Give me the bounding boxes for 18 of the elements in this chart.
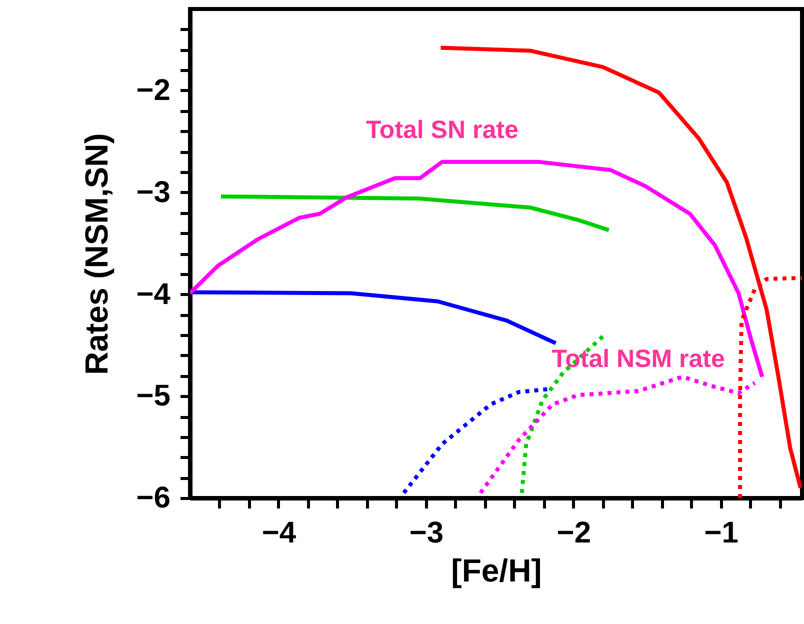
- series-label: Total NSM rate: [552, 345, 725, 374]
- x-axis-title: [Fe/H]: [451, 552, 542, 588]
- y-tick-label: −4: [136, 278, 171, 311]
- line-series: [190, 160, 764, 379]
- line-series: [478, 374, 757, 495]
- y-tick-label: −5: [136, 380, 170, 413]
- line-series: [520, 333, 606, 495]
- line-series: [190, 290, 558, 346]
- line-series: [218, 194, 611, 232]
- x-tick-label: −2: [556, 516, 592, 550]
- y-tick-label: −3: [136, 176, 170, 209]
- x-tick-label: −4: [262, 516, 296, 550]
- y-tick-label: −2: [136, 74, 170, 107]
- series-label: Total SN rate: [366, 116, 518, 144]
- x-tick-label: −3: [409, 516, 444, 550]
- y-axis-title: Rates (NSM,SN): [78, 133, 114, 375]
- x-tick-label: −1: [704, 516, 738, 550]
- y-tick-label: −6: [136, 482, 170, 514]
